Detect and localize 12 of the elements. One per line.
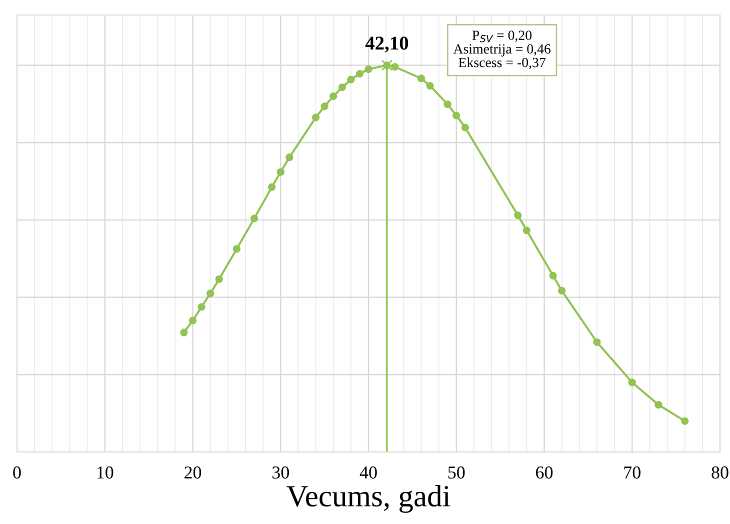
x-tick-label: 60: [536, 466, 553, 479]
x-tick-label: 10: [97, 466, 114, 479]
x-tick-label: 20: [184, 466, 202, 479]
x-tick-label: 0: [13, 466, 21, 479]
ref-line-label: 42,10: [365, 36, 408, 53]
x-tick-label: 30: [272, 466, 289, 479]
x-tick-label: 80: [712, 466, 728, 479]
x-tick-label: 50: [448, 466, 465, 479]
x-axis-title: Vecums, gadi: [286, 485, 450, 513]
x-tick-label: 70: [624, 466, 640, 479]
annotation: P$_{SV}$ = 0,20 Asimetrija = 0,46 Ekscess = -0,37: [453, 30, 551, 70]
x-tick-label: 40: [360, 466, 377, 479]
